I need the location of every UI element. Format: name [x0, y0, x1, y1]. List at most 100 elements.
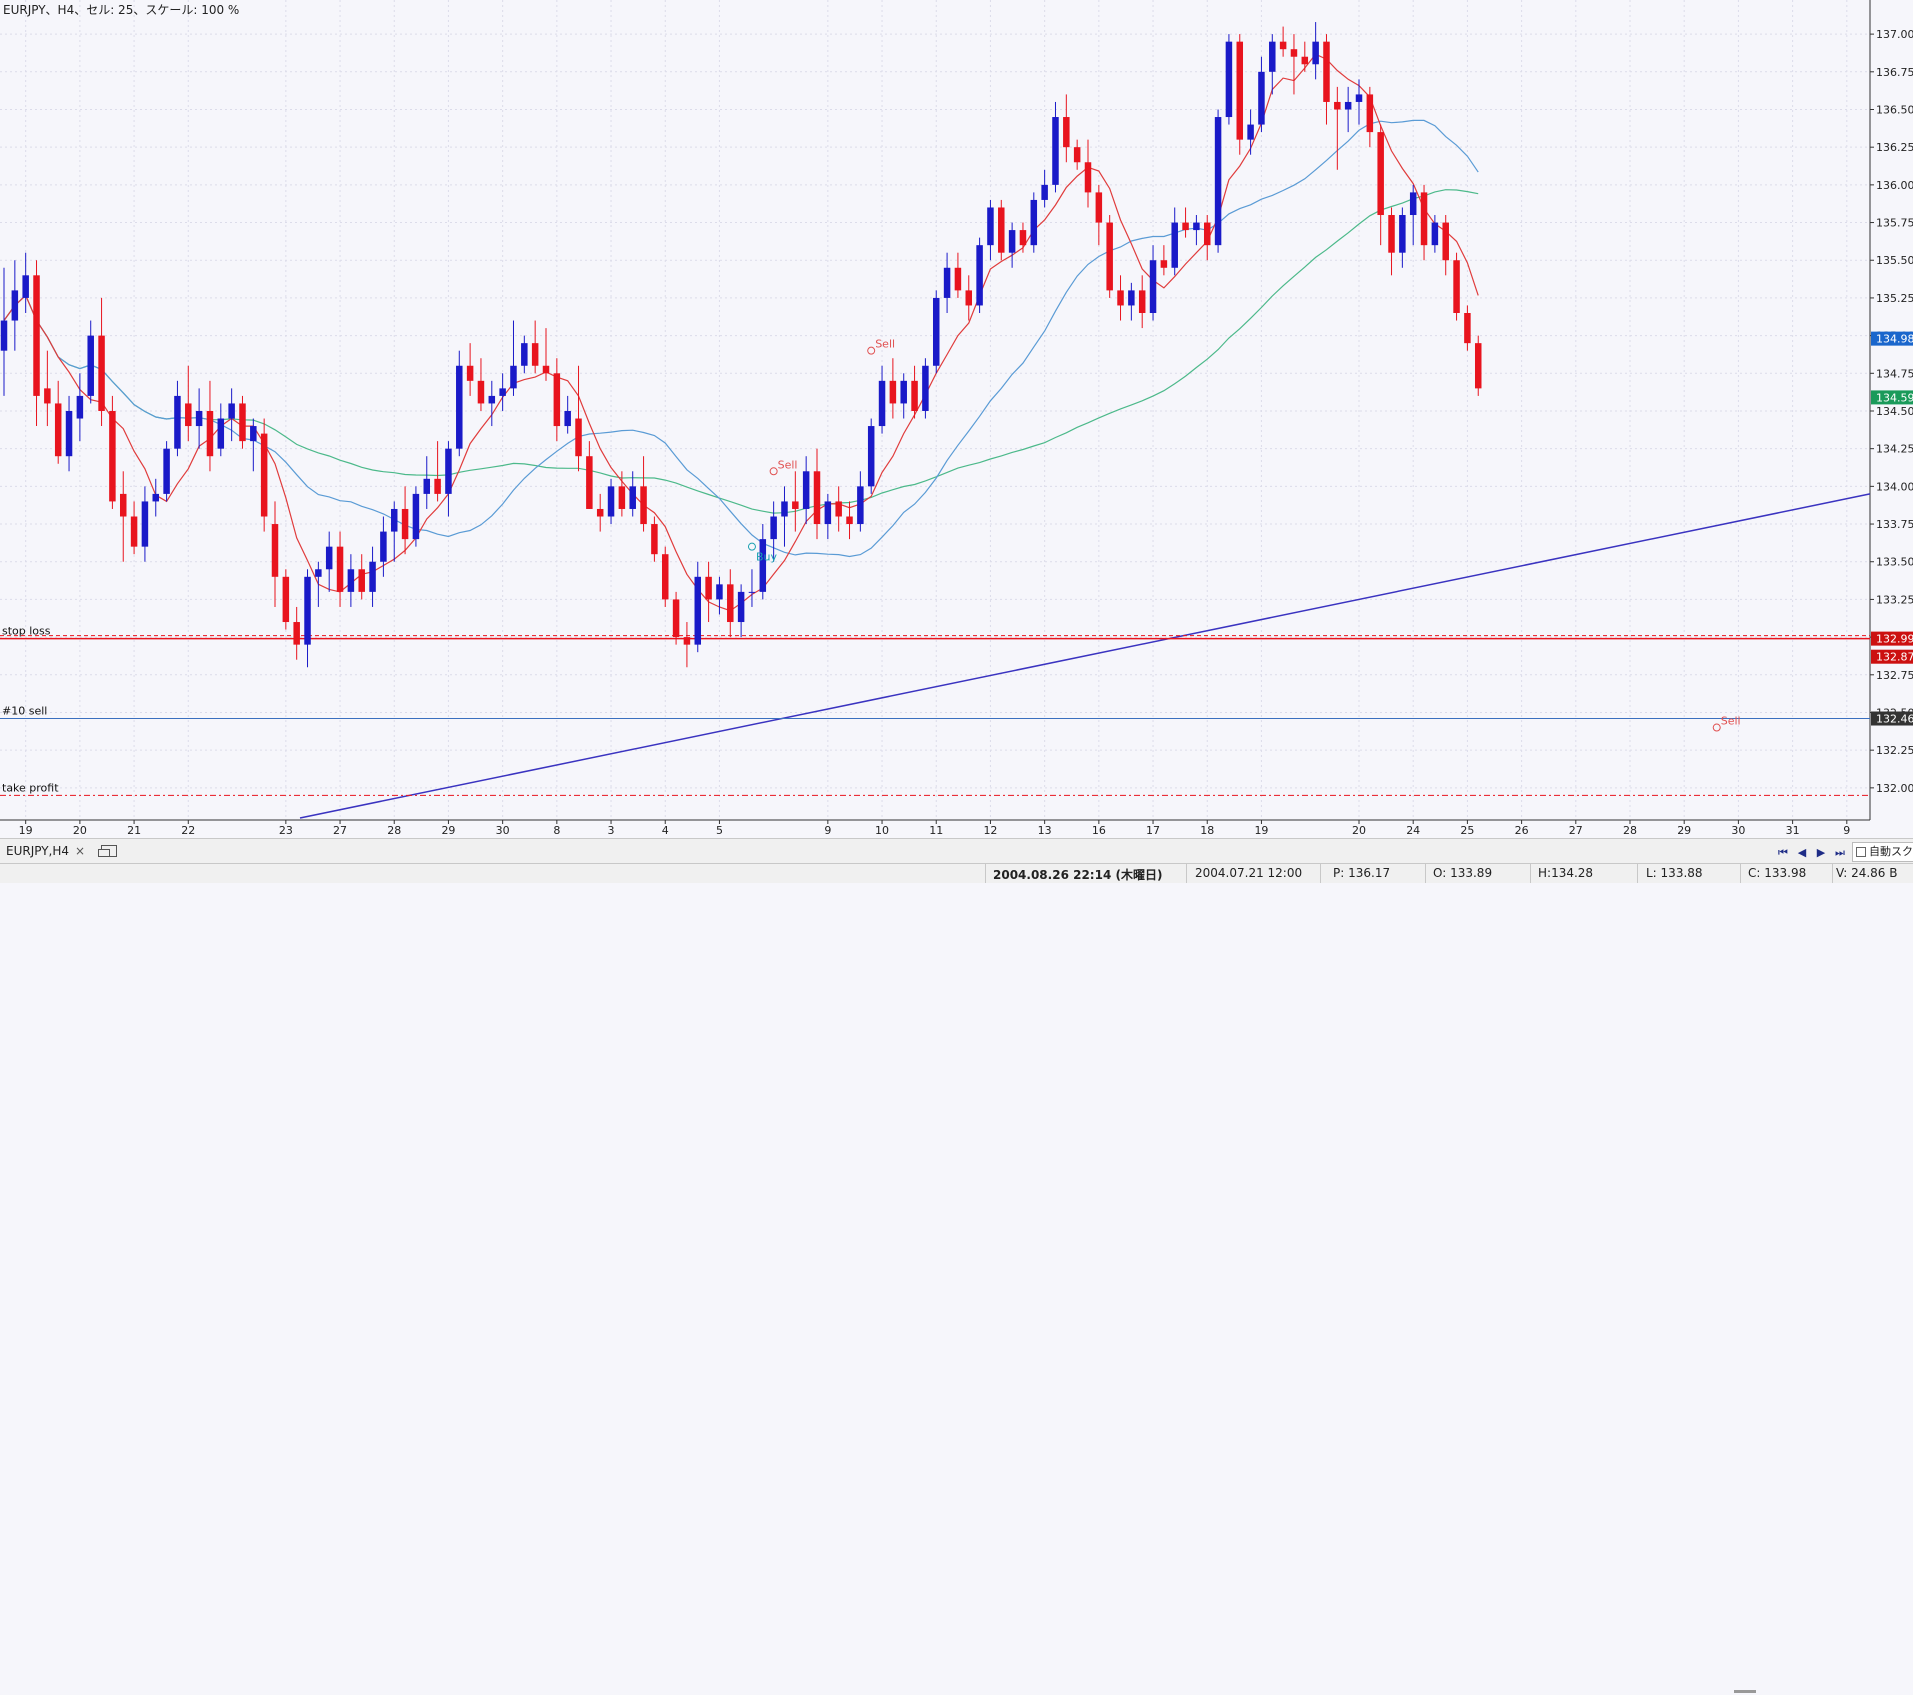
status-close: C: 133.98 [1748, 866, 1807, 880]
candle-bull [87, 335, 94, 396]
price-badge-text: 134.98 [1876, 333, 1913, 346]
candle-bull [195, 410, 203, 427]
scrollbar-thumb[interactable] [1734, 1690, 1756, 1693]
time-tick-label: 19 [19, 824, 33, 837]
time-tick-label: 10 [875, 824, 889, 837]
price-tick-label: 135.75 [1876, 217, 1913, 230]
candle-bear [1106, 222, 1113, 291]
price-badge-text: 132.87 [1876, 651, 1913, 664]
candle-bear [618, 486, 626, 509]
candle-bull [347, 569, 355, 592]
time-tick-label: 27 [333, 824, 347, 837]
window-icon[interactable] [98, 845, 118, 857]
candle-bull [390, 508, 398, 532]
candle-bear [1019, 230, 1027, 246]
time-tick-label: 28 [387, 824, 401, 837]
price-chart[interactable]: stop loss #10 sell take profit Buy Sell Sell… [0, 0, 1913, 838]
candle-bull [369, 561, 376, 592]
time-tick-label: 18 [1200, 824, 1214, 837]
candle-bear [1420, 192, 1428, 246]
candle-bull [1149, 260, 1157, 313]
candle-bull [174, 395, 181, 449]
price-axis: 132.00132.25132.50132.75133.00133.25133.… [1870, 28, 1913, 795]
time-tick-label: 30 [1731, 824, 1745, 837]
candle-bull [976, 245, 983, 306]
time-tick-label: 11 [929, 824, 943, 837]
candle-bull [1258, 71, 1265, 125]
candle-bear [813, 471, 821, 525]
status-low: L: 133.88 [1646, 866, 1703, 880]
candle-bear [44, 388, 51, 404]
candle-bear [206, 410, 214, 457]
next-page-icon[interactable]: ▶ [1816, 846, 1826, 859]
candle-bull [1225, 41, 1233, 118]
candle-bear [889, 380, 897, 404]
candle-bull [76, 395, 84, 419]
candle-bear [672, 599, 680, 638]
candle-bear [1117, 290, 1124, 306]
checkbox-icon[interactable] [1856, 847, 1866, 857]
price-tick-label: 136.25 [1876, 141, 1913, 154]
chart-tab[interactable]: EURJPY,H4 × [2, 841, 121, 861]
time-tick-label: 23 [279, 824, 293, 837]
candle-bear [1279, 41, 1287, 50]
candle-bear [586, 456, 593, 509]
price-tick-label: 136.00 [1876, 179, 1913, 192]
price-tick-label: 134.50 [1876, 405, 1913, 418]
price-tick-label: 132.75 [1876, 669, 1913, 682]
candle-bear [1388, 215, 1395, 253]
candle-bear [130, 516, 138, 547]
chart-title: EURJPY、H4、セル: 25、スケール: 100 % [3, 3, 240, 17]
time-tick-label: 3 [608, 824, 615, 837]
candle-bull [1355, 94, 1363, 102]
status-high: H:134.28 [1538, 866, 1594, 880]
candle-bull [1041, 184, 1048, 200]
candle-bear [1063, 117, 1070, 148]
candle-bull [1171, 222, 1178, 268]
candle-bull [1247, 124, 1254, 140]
status-bar: 2004.08.26 22:14 (木曜日) 2004.07.21 12:00 … [0, 863, 1913, 883]
candle-bull [1344, 101, 1352, 110]
candle-bull [1431, 222, 1439, 246]
price-tick-label: 134.00 [1876, 480, 1913, 493]
time-tick-label: 22 [181, 824, 195, 837]
candle-bull [748, 591, 756, 593]
signal-label-sell: Sell [778, 458, 798, 471]
price-badge-ma-mid [1871, 331, 1913, 346]
candle-bear [575, 418, 582, 457]
candle-bear [1095, 192, 1103, 223]
close-tab-icon[interactable]: × [75, 844, 86, 858]
signal-label-buy: Buy [756, 551, 778, 564]
candle-bear [1073, 147, 1081, 163]
candle-bull [228, 403, 235, 419]
candle-bear [109, 410, 116, 502]
candle-bull [304, 576, 311, 645]
candle-bull [141, 501, 149, 547]
first-page-icon[interactable]: ⏮ [1778, 846, 1788, 859]
candle-bear [336, 546, 344, 592]
time-tick-label: 9 [1843, 824, 1850, 837]
time-tick-label: 16 [1092, 824, 1106, 837]
auto-scroll-toggle[interactable]: 自動スクロール [1852, 842, 1913, 862]
chart-background [0, 0, 1913, 838]
stop-loss-label: stop loss [2, 625, 51, 638]
candle-bear [1464, 313, 1471, 344]
last-page-icon[interactable]: ⏭ [1835, 846, 1845, 859]
candle-bull [857, 486, 864, 525]
time-tick-label: 26 [1515, 824, 1529, 837]
prev-page-icon[interactable]: ◀ [1797, 846, 1807, 859]
candle-bull [1399, 215, 1406, 253]
candle-bull [737, 591, 745, 623]
candle-bull [65, 410, 73, 457]
chart-area[interactable]: stop loss #10 sell take profit Buy Sell Sell… [0, 0, 1913, 838]
candle-bear [293, 622, 300, 645]
chart-tab-label: EURJPY,H4 [6, 844, 70, 858]
chart-scrollbar[interactable] [1696, 1689, 1768, 1695]
candle-bear [846, 516, 853, 525]
price-tick-label: 133.50 [1876, 556, 1913, 569]
candle-bull [412, 493, 420, 540]
time-tick-label: 27 [1569, 824, 1583, 837]
candle-bull [499, 388, 506, 396]
candle-bear [1442, 222, 1449, 261]
price-tick-label: 133.25 [1876, 593, 1913, 606]
